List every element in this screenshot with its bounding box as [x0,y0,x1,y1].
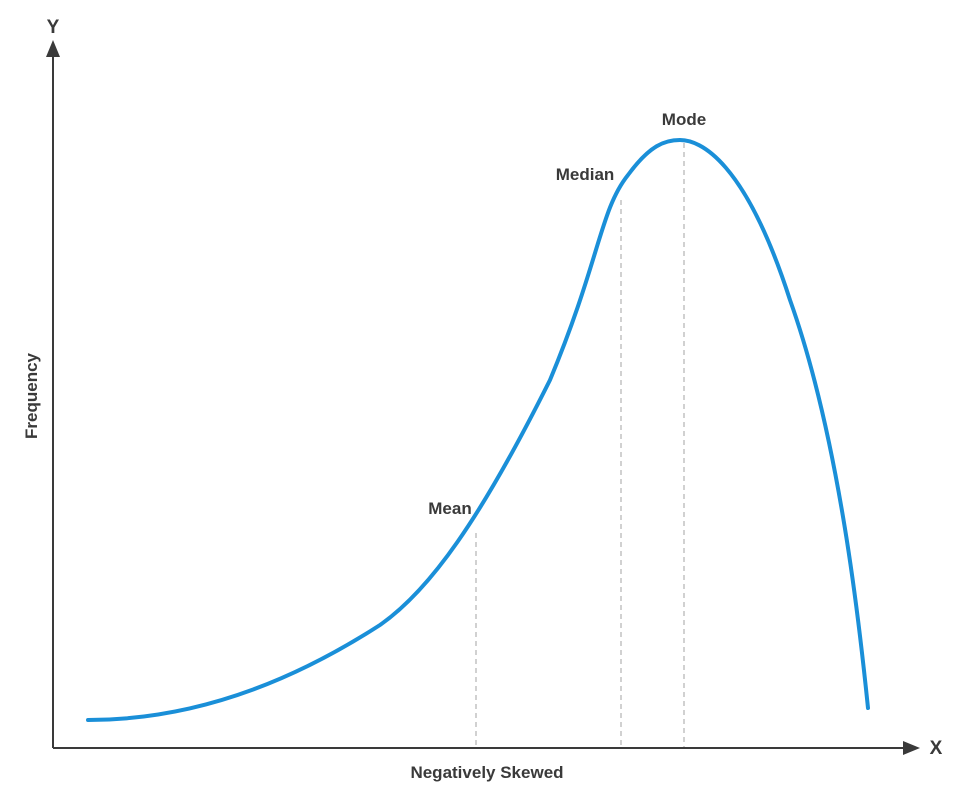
guide-lines [475,143,685,747]
x-axis-arrow-icon [903,741,920,755]
y-axis-letter: Y [47,17,60,38]
distribution-curve [86,137,870,722]
x-axis-letter: X [930,738,943,759]
axes [46,40,920,755]
y-axis-title: Frequency [22,352,41,439]
y-axis-arrow-icon [46,40,60,57]
median-label: Median [556,165,615,184]
x-axis-title: Negatively Skewed [410,763,563,782]
mode-label: Mode [662,110,706,129]
mean-label: Mean [428,499,471,518]
